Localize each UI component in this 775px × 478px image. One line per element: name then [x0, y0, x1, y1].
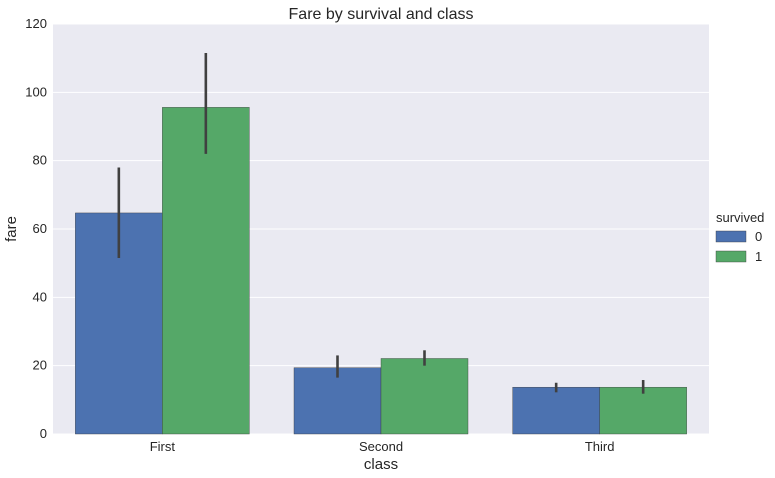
y-tick-label: 20 [33, 358, 47, 373]
y-tick-label: 60 [33, 221, 47, 236]
y-tick-label: 80 [33, 153, 47, 168]
legend: survived 0 1 [715, 210, 764, 264]
x-tick-label: Third [585, 439, 615, 454]
bar-second-survived-0 [293, 367, 382, 435]
y-tick-labels: 0 20 40 60 80 100 120 [25, 16, 47, 441]
x-axis-label: class [364, 456, 398, 473]
legend-label-1: 1 [755, 249, 762, 264]
error-bars [117, 53, 645, 394]
bar-first-survived-1 [162, 107, 250, 435]
y-tick-label: 100 [25, 84, 47, 99]
legend-title: survived [716, 210, 764, 225]
x-tick-label: First [150, 439, 176, 454]
y-tick-label: 40 [33, 289, 47, 304]
bar-third-survived-1 [599, 386, 687, 435]
legend-label-0: 0 [755, 229, 762, 244]
x-tick-label: Second [359, 439, 403, 454]
bar-second-survived-1 [380, 358, 469, 435]
legend-swatch-0 [715, 230, 747, 243]
legend-swatch-1 [715, 250, 747, 263]
y-tick-label: 0 [40, 426, 47, 441]
y-axis-label: fare [3, 216, 20, 242]
x-tick-labels: First Second Third [150, 439, 615, 454]
bar-third-survived-0 [512, 386, 600, 435]
y-tick-label: 120 [25, 16, 47, 31]
chart-title: Fare by survival and class [289, 6, 474, 23]
